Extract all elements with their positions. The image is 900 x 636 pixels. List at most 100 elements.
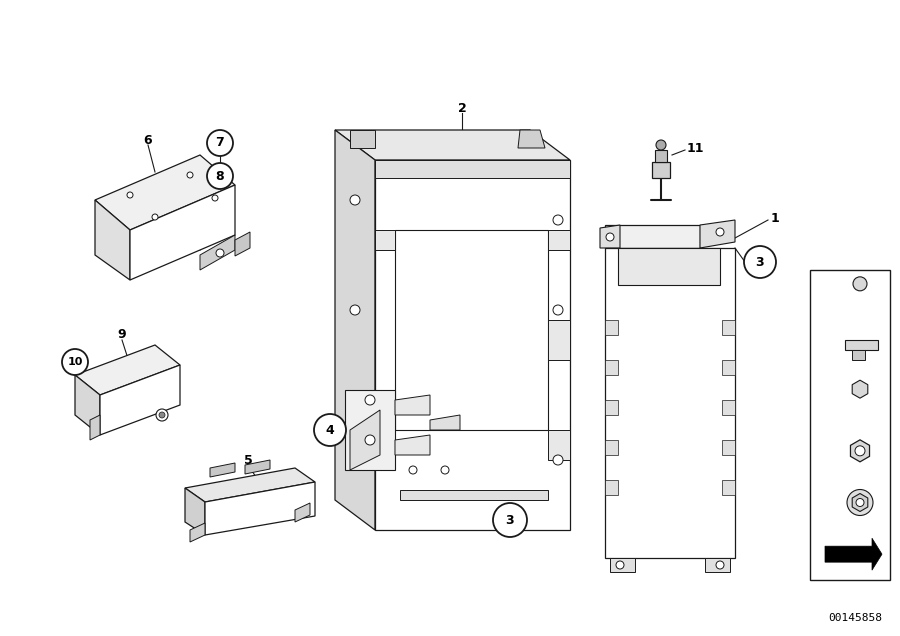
Text: 5: 5 bbox=[244, 453, 252, 466]
Polygon shape bbox=[652, 162, 670, 178]
Circle shape bbox=[127, 192, 133, 198]
Polygon shape bbox=[190, 523, 205, 542]
Circle shape bbox=[616, 561, 624, 569]
Polygon shape bbox=[518, 130, 545, 148]
Text: 8: 8 bbox=[820, 341, 829, 354]
Polygon shape bbox=[722, 320, 735, 335]
Text: 7: 7 bbox=[820, 392, 829, 406]
Circle shape bbox=[159, 412, 165, 418]
Circle shape bbox=[207, 130, 233, 156]
Polygon shape bbox=[100, 365, 180, 435]
Text: 00145858: 00145858 bbox=[828, 613, 882, 623]
Circle shape bbox=[855, 446, 865, 456]
Polygon shape bbox=[605, 248, 735, 558]
Polygon shape bbox=[75, 345, 180, 395]
Polygon shape bbox=[430, 415, 460, 430]
Circle shape bbox=[656, 140, 666, 150]
Circle shape bbox=[716, 561, 724, 569]
Polygon shape bbox=[700, 220, 735, 248]
Circle shape bbox=[409, 466, 417, 474]
Polygon shape bbox=[200, 235, 235, 270]
Polygon shape bbox=[605, 225, 700, 248]
Polygon shape bbox=[375, 160, 570, 178]
Polygon shape bbox=[548, 230, 570, 250]
Text: 8: 8 bbox=[216, 170, 224, 183]
Circle shape bbox=[62, 349, 88, 375]
Polygon shape bbox=[95, 155, 235, 230]
Polygon shape bbox=[350, 410, 380, 470]
Polygon shape bbox=[375, 430, 395, 460]
Text: 2: 2 bbox=[457, 102, 466, 114]
Polygon shape bbox=[350, 130, 375, 148]
Polygon shape bbox=[375, 160, 570, 530]
Polygon shape bbox=[722, 360, 735, 375]
Bar bbox=[810, 270, 890, 580]
Polygon shape bbox=[235, 232, 250, 256]
Circle shape bbox=[350, 305, 360, 315]
Polygon shape bbox=[345, 390, 395, 470]
Polygon shape bbox=[75, 375, 100, 435]
Circle shape bbox=[744, 246, 776, 278]
Circle shape bbox=[314, 414, 346, 446]
Polygon shape bbox=[395, 230, 548, 430]
Text: 3: 3 bbox=[820, 496, 829, 509]
Polygon shape bbox=[548, 320, 570, 360]
Polygon shape bbox=[605, 440, 618, 455]
Polygon shape bbox=[722, 400, 735, 415]
Text: 4: 4 bbox=[326, 424, 335, 436]
Polygon shape bbox=[395, 435, 430, 455]
Polygon shape bbox=[825, 538, 882, 570]
Text: 1: 1 bbox=[770, 212, 779, 225]
Polygon shape bbox=[722, 440, 735, 455]
Polygon shape bbox=[185, 468, 315, 502]
Polygon shape bbox=[852, 350, 865, 359]
Polygon shape bbox=[205, 482, 315, 535]
Polygon shape bbox=[400, 490, 548, 500]
Polygon shape bbox=[548, 430, 570, 460]
Circle shape bbox=[350, 195, 360, 205]
Circle shape bbox=[856, 499, 864, 506]
Text: 11: 11 bbox=[686, 141, 704, 155]
Polygon shape bbox=[605, 360, 618, 375]
Circle shape bbox=[365, 395, 375, 405]
Polygon shape bbox=[335, 130, 375, 530]
Polygon shape bbox=[605, 400, 618, 415]
Polygon shape bbox=[845, 340, 878, 350]
Circle shape bbox=[606, 233, 614, 241]
Polygon shape bbox=[185, 488, 205, 535]
Text: 6: 6 bbox=[144, 134, 152, 146]
Polygon shape bbox=[605, 320, 618, 335]
Circle shape bbox=[853, 277, 867, 291]
Polygon shape bbox=[610, 558, 635, 572]
Circle shape bbox=[441, 466, 449, 474]
Polygon shape bbox=[395, 395, 430, 415]
Polygon shape bbox=[90, 415, 100, 440]
Polygon shape bbox=[852, 380, 868, 398]
Circle shape bbox=[716, 228, 724, 236]
Text: 4: 4 bbox=[820, 445, 829, 457]
Circle shape bbox=[212, 195, 218, 201]
Circle shape bbox=[365, 435, 375, 445]
Circle shape bbox=[553, 305, 563, 315]
Circle shape bbox=[152, 214, 158, 220]
Text: 7: 7 bbox=[216, 137, 224, 149]
Polygon shape bbox=[705, 558, 730, 572]
Text: 9: 9 bbox=[118, 329, 126, 342]
Circle shape bbox=[207, 163, 233, 189]
Polygon shape bbox=[722, 480, 735, 495]
Polygon shape bbox=[850, 440, 869, 462]
Polygon shape bbox=[852, 494, 868, 511]
Polygon shape bbox=[375, 230, 395, 250]
Text: 10: 10 bbox=[68, 357, 83, 367]
Polygon shape bbox=[245, 460, 270, 474]
Polygon shape bbox=[130, 185, 235, 280]
Polygon shape bbox=[295, 503, 310, 522]
Circle shape bbox=[187, 172, 193, 178]
Polygon shape bbox=[655, 150, 667, 162]
Polygon shape bbox=[605, 480, 618, 495]
Circle shape bbox=[156, 409, 168, 421]
Text: 3: 3 bbox=[506, 513, 514, 527]
Polygon shape bbox=[335, 130, 570, 160]
Text: 10: 10 bbox=[820, 289, 838, 302]
Circle shape bbox=[847, 490, 873, 516]
